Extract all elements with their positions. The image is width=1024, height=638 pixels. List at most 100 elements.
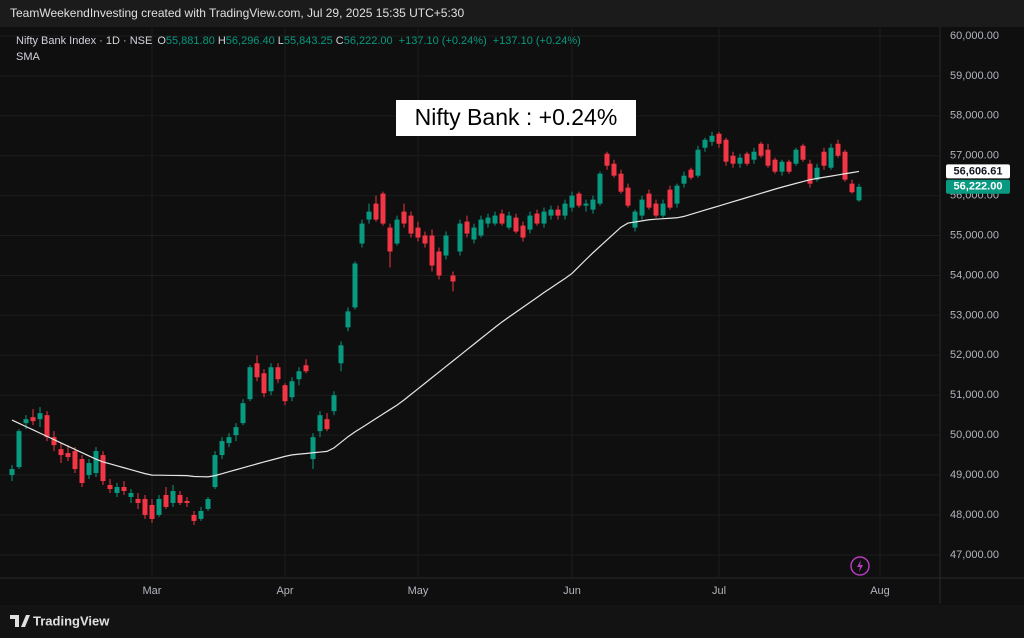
candle-body xyxy=(30,417,36,422)
candle-body xyxy=(534,213,540,224)
candle-body xyxy=(842,151,848,180)
candle-body xyxy=(226,437,232,444)
candle-body xyxy=(618,173,624,192)
footer-logo xyxy=(10,615,30,627)
candle-body xyxy=(646,193,652,208)
candle-body xyxy=(709,135,715,142)
candle-body xyxy=(478,219,484,236)
candle-body xyxy=(247,367,253,400)
x-tick-label: Apr xyxy=(276,585,293,597)
candle-body xyxy=(814,167,820,180)
candle-body xyxy=(408,215,414,234)
footer-brand: TradingView xyxy=(33,613,110,628)
candle-body xyxy=(702,139,708,148)
candle-body xyxy=(716,133,722,144)
header-text: TeamWeekendInvesting created with Tradin… xyxy=(10,6,464,20)
candle-body xyxy=(135,498,141,503)
candle-body xyxy=(744,153,750,164)
candle-body xyxy=(604,153,610,166)
candle-body xyxy=(436,251,442,276)
candle-body xyxy=(184,500,190,503)
candle-body xyxy=(576,193,582,206)
candle-body xyxy=(100,455,106,482)
candle-body xyxy=(9,469,15,476)
candle-body xyxy=(373,203,379,220)
candle-body xyxy=(366,211,372,220)
y-tick-label: 49,000.00 xyxy=(950,469,999,481)
annotation: Nifty Bank : +0.24% xyxy=(415,104,618,130)
candle-body xyxy=(254,363,260,378)
candle-body xyxy=(359,223,365,244)
candle-body xyxy=(191,514,197,521)
price-tag-label: 56,606.61 xyxy=(954,165,1003,177)
y-tick-label: 58,000.00 xyxy=(950,110,999,122)
candle-body xyxy=(520,225,526,238)
candle-body xyxy=(639,199,645,216)
candle-body xyxy=(16,431,22,468)
candle-body xyxy=(65,453,71,458)
legend-value: 55,881.80 xyxy=(166,35,215,47)
legend-sma: SMA xyxy=(16,51,41,63)
candle-body xyxy=(310,437,316,460)
candle-body xyxy=(793,149,799,164)
candle-body xyxy=(562,203,568,216)
legend-value: 56,222.00 xyxy=(344,35,393,47)
alert-circle xyxy=(850,556,870,576)
legend-value: 56,296.40 xyxy=(226,35,275,47)
y-tick-label: 54,000.00 xyxy=(950,269,999,281)
candle-body xyxy=(723,139,729,162)
candle-body xyxy=(387,227,393,252)
candle-body xyxy=(443,235,449,256)
legend-change: +137.10 (+0.24%) xyxy=(399,35,487,47)
legend-key: O xyxy=(157,35,166,47)
y-tick-label: 55,000.00 xyxy=(950,229,999,241)
candle-body xyxy=(772,159,778,172)
candle-body xyxy=(499,213,505,224)
candle-body xyxy=(23,419,29,424)
candle-body xyxy=(121,486,127,491)
y-tick-label: 53,000.00 xyxy=(950,309,999,321)
y-tick-label: 60,000.00 xyxy=(950,30,999,42)
y-tick-label: 51,000.00 xyxy=(950,389,999,401)
candle-body xyxy=(807,163,813,184)
candle-body xyxy=(485,217,491,224)
y-tick-label: 52,000.00 xyxy=(950,349,999,361)
sma-line xyxy=(11,170,860,478)
candle-body xyxy=(58,449,64,456)
candle-body xyxy=(142,498,148,515)
logo-icon xyxy=(10,615,30,627)
candle-body xyxy=(450,275,456,282)
candle-body xyxy=(44,415,50,438)
plot xyxy=(9,131,862,525)
candle-body xyxy=(107,485,113,489)
candle-body xyxy=(324,419,330,430)
candle-body xyxy=(660,203,666,216)
candle-body xyxy=(170,490,176,503)
x-tick-label: Mar xyxy=(143,585,162,597)
candle-body xyxy=(730,155,736,164)
candle-body xyxy=(86,463,92,476)
legend-key: C xyxy=(336,35,344,47)
candle-body xyxy=(681,175,687,184)
y-tick-label: 59,000.00 xyxy=(950,70,999,82)
legend-key: H xyxy=(218,35,226,47)
price-tag-label: 56,222.00 xyxy=(954,181,1003,193)
candle-body xyxy=(345,311,351,328)
x-tick-label: Aug xyxy=(870,585,890,597)
candle-body xyxy=(597,173,603,204)
candle-body xyxy=(331,395,337,412)
y-tick-label: 47,000.00 xyxy=(950,549,999,561)
candle-body xyxy=(394,219,400,244)
legend-key: L xyxy=(278,35,284,47)
top-bar xyxy=(0,0,1024,27)
candle-body xyxy=(779,161,785,172)
legend-value: 55,843.25 xyxy=(284,35,333,47)
candle-body xyxy=(415,227,421,238)
candle-body xyxy=(261,373,267,394)
candle-body xyxy=(611,163,617,176)
candle-body xyxy=(513,217,519,232)
candle-body xyxy=(289,381,295,398)
x-tick-label: Jul xyxy=(712,585,726,597)
